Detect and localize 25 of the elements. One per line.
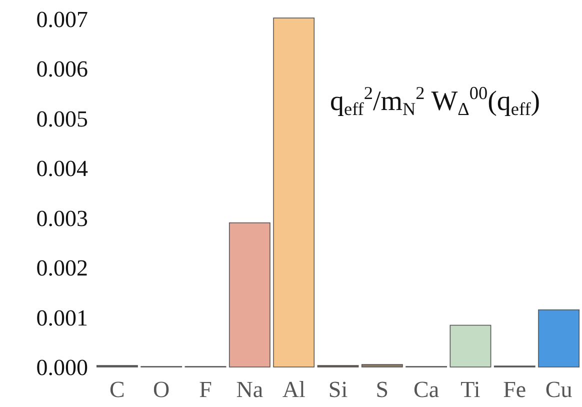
x-tick-label: Cu [545, 377, 573, 402]
x-tick-label: Si [328, 377, 348, 402]
x-tick-label: Na [236, 377, 264, 402]
text: q$_{eff}$$^{2}$/m$_{N}$$^{2}$ W$_{Δ}$$^{00}$(q$_{eff}$) [330, 83, 540, 120]
bar [228, 222, 270, 368]
bar [361, 364, 403, 368]
y-tick-label: 0.006 [36, 56, 88, 82]
x-tick-label: F [199, 377, 212, 402]
y-tick-label: 0.001 [36, 305, 88, 330]
x-tick-label: Fe [503, 377, 526, 402]
x-tick-label: C [110, 377, 125, 402]
bar [538, 309, 580, 368]
x-tick-label: Ca [414, 377, 440, 402]
y-tick-label: 0.004 [36, 156, 88, 182]
bar [273, 18, 315, 368]
x-tick-label: O [153, 377, 170, 402]
y-tick-label: 0.007 [36, 7, 88, 32]
y-tick-label: 0.002 [36, 256, 88, 281]
x-tick-label: Ti [460, 377, 480, 402]
x-tick-label: S [376, 377, 389, 402]
y-tick-label: 0.003 [36, 206, 88, 231]
bar [450, 324, 492, 368]
y-tick-label: 0.005 [36, 106, 88, 132]
x-tick-label: Al [282, 377, 306, 402]
y-tick-label: 0.000 [36, 355, 88, 380]
